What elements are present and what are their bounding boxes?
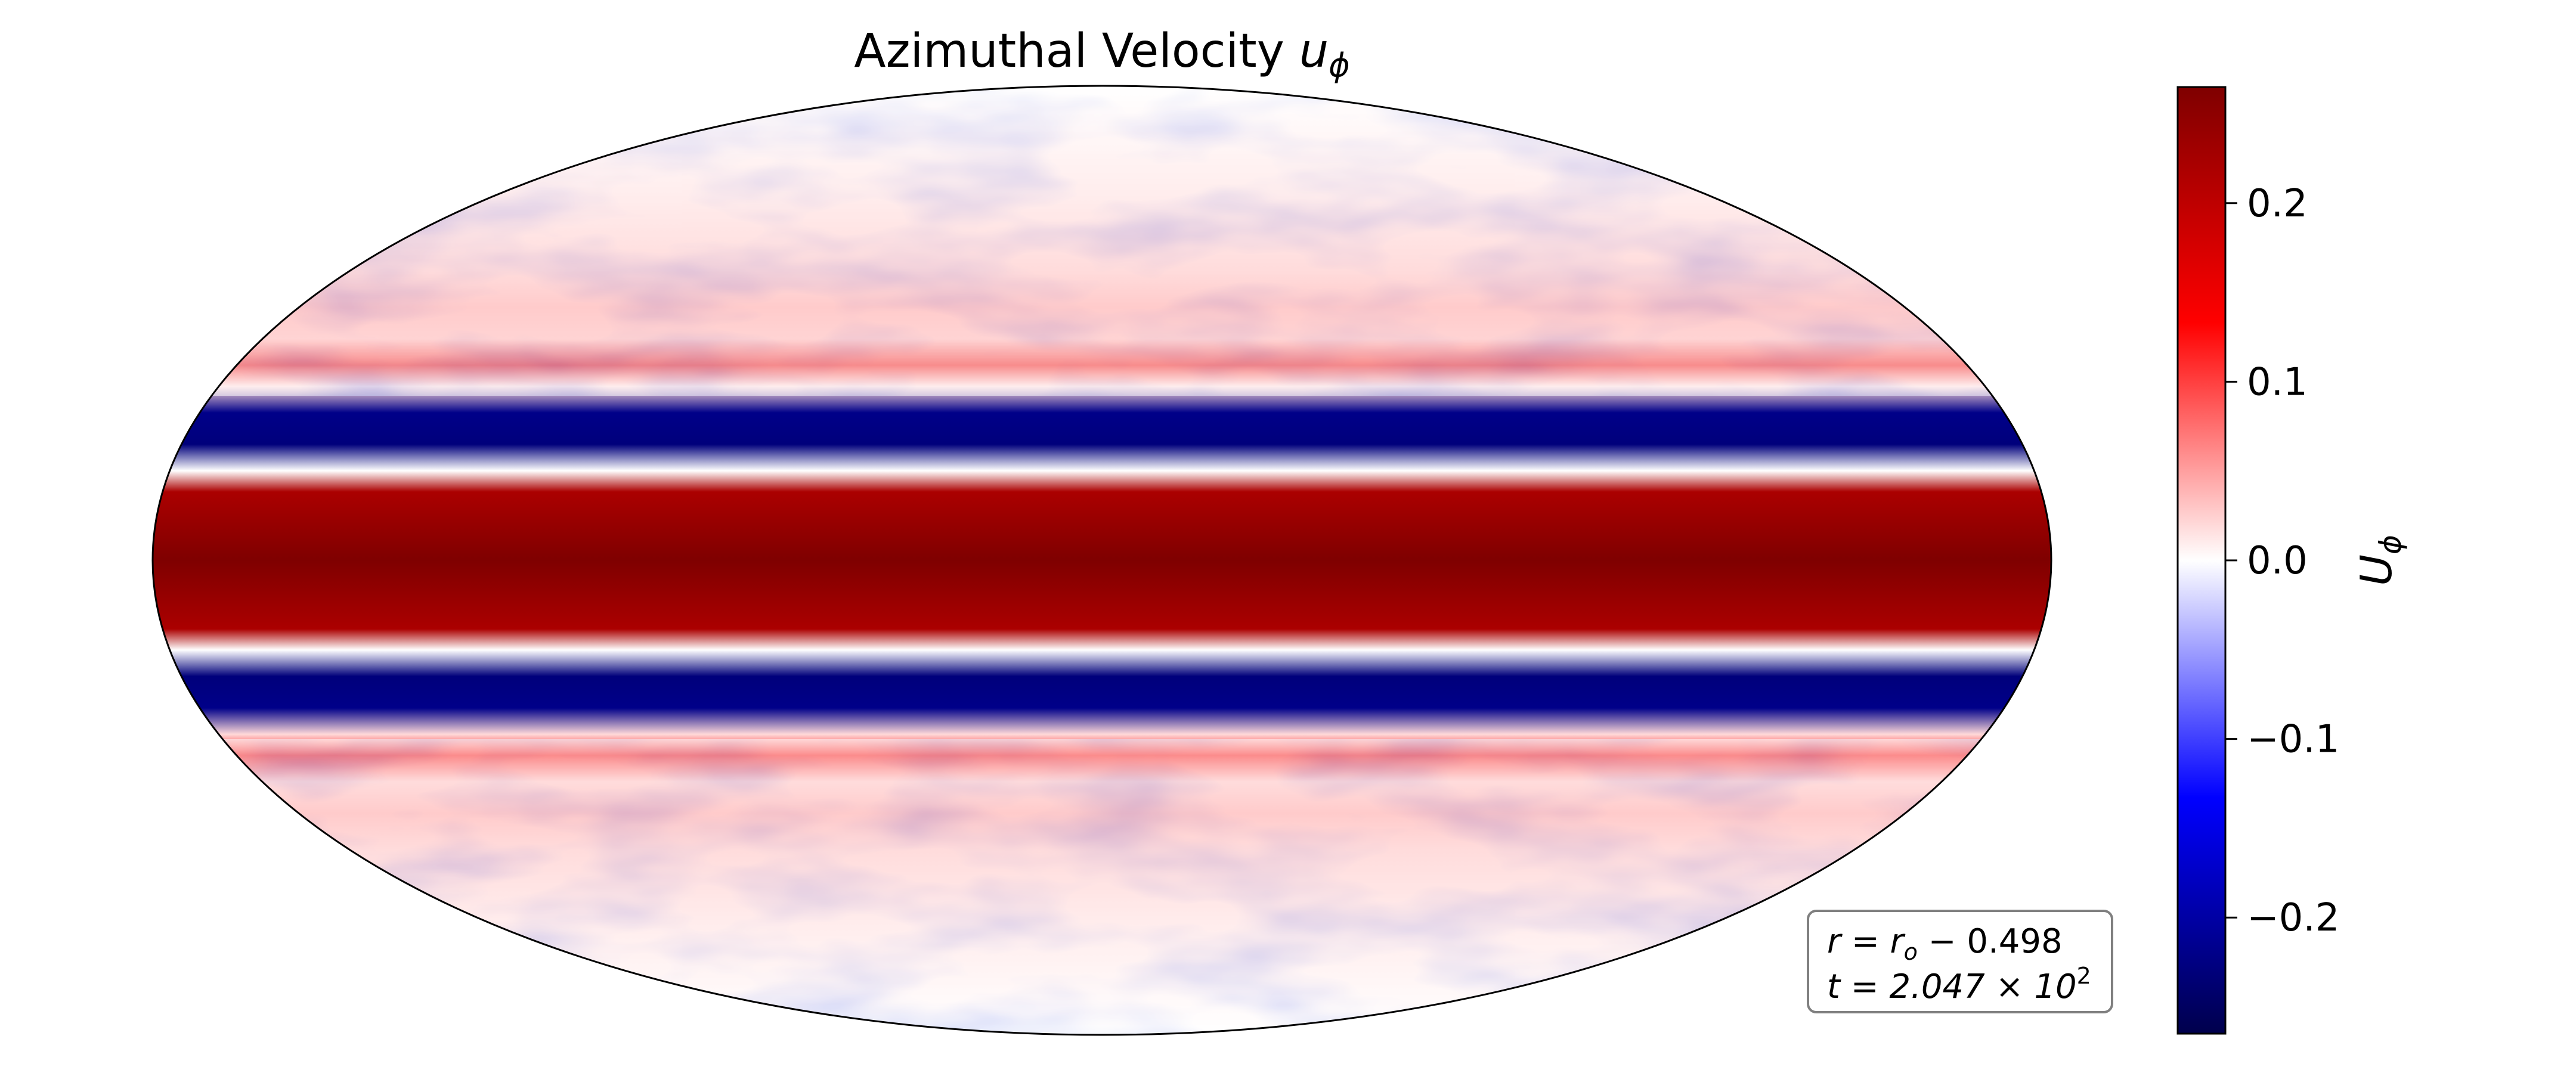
colorbar-label: Uϕ [2351,535,2408,586]
colorbar-tick-label: 0.0 [2247,539,2308,583]
map-boundary [151,85,2052,1036]
colorbar-tick-label: −0.2 [2247,896,2339,940]
mollweide-map [153,86,2051,1035]
chart-title: Azimuthal Velocity uϕ [854,24,1350,84]
colorbar-tick-label: −0.1 [2247,718,2339,762]
colorbar-tick-label: 0.1 [2247,360,2308,404]
title-text: Azimuthal Velocity [854,24,1299,78]
annotation-frame [1807,910,2113,1013]
annotation-box: r = ro − 0.498 t = 2.047 × 102 [1807,910,2113,1013]
colorbar: −0.2 −0.1 0.0 0.1 0.2 Uϕ [2176,86,2408,1035]
annotation-time: t = 2.047 × 102 [1827,963,2091,1006]
title-subscript: ϕ [1329,46,1350,84]
title-var: u [1299,24,1329,78]
annotation-radius: r = ro − 0.498 [1827,922,2063,965]
colorbar-ticks: −0.2 −0.1 0.0 0.1 0.2 [2225,182,2339,940]
high-latitude-texture [153,86,2051,396]
colorbar-tick-label: 0.2 [2247,182,2308,226]
colorbar-fill [2176,86,2227,1035]
high-latitude-texture-south [153,739,2051,1035]
